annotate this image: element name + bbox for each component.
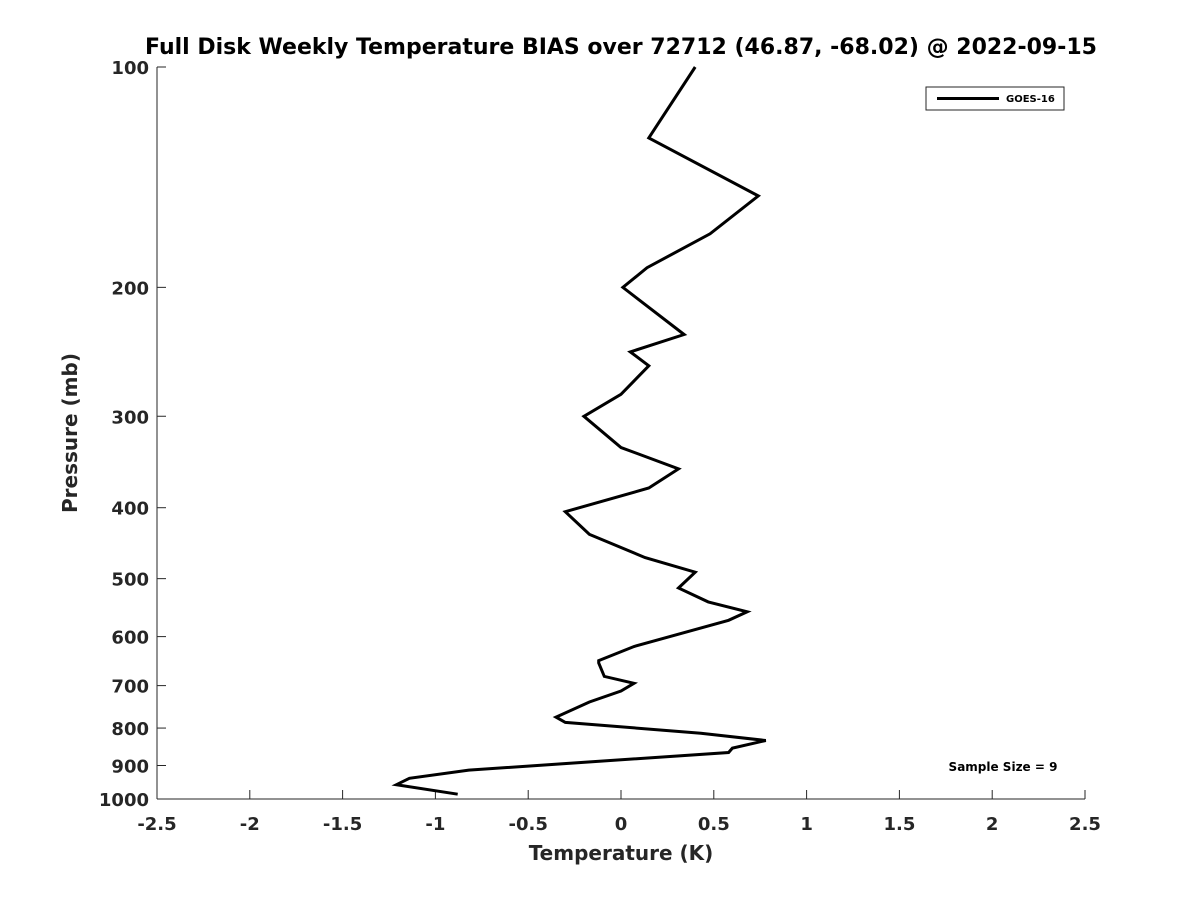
y-axis-ticks: 100 200 300 400 500 600 700 800 900 1000 <box>99 58 166 811</box>
x-tick-label: -0.5 <box>509 814 548 835</box>
series-line-goes-16 <box>391 66 767 796</box>
x-tick-label: 2 <box>986 814 999 835</box>
y-tick-label: 700 <box>111 677 149 698</box>
x-tick-label: 1.5 <box>883 814 915 835</box>
legend: GOES-16 <box>925 86 1065 111</box>
y-tick-label: 1000 <box>99 790 149 811</box>
axes <box>156 67 1085 800</box>
y-tick-label: 400 <box>111 499 149 520</box>
y-tick-label: 900 <box>111 757 149 778</box>
x-axis-ticks: -2.5 -2 -1.5 -1 -0.5 0 0.5 1 1.5 2 2.5 <box>137 790 1101 835</box>
y-tick-label: 800 <box>111 719 149 740</box>
y-tick-label: 500 <box>111 570 149 591</box>
x-tick-label: 0 <box>615 814 628 835</box>
x-tick-label: -2.5 <box>137 814 176 835</box>
sample-size-annotation: Sample Size = 9 <box>949 760 1058 774</box>
series-layer <box>391 66 767 796</box>
y-axis-label: Pressure (mb) <box>58 353 82 513</box>
y-tick-label: 600 <box>111 628 149 649</box>
y-tick-label: 100 <box>111 58 149 79</box>
legend-label-goes-16: GOES-16 <box>1006 94 1055 105</box>
x-tick-label: 0.5 <box>698 814 730 835</box>
x-axis-label: Temperature (K) <box>529 841 714 865</box>
x-tick-label: -2 <box>240 814 260 835</box>
y-tick-label: 300 <box>111 407 149 428</box>
y-tick-label: 200 <box>111 278 149 299</box>
x-tick-label: -1 <box>425 814 445 835</box>
x-tick-label: 1 <box>800 814 813 835</box>
x-tick-label: 2.5 <box>1069 814 1101 835</box>
chart-title: Full Disk Weekly Temperature BIAS over 7… <box>145 35 1097 60</box>
x-tick-label: -1.5 <box>323 814 362 835</box>
